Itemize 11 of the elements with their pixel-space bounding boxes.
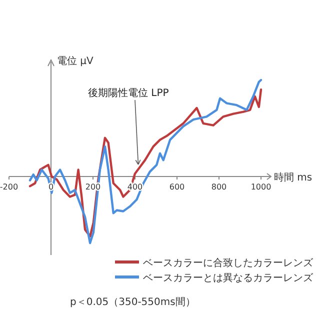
- legend-label: ベースカラーに合致したカラーレンズ: [143, 257, 314, 269]
- annotation: 後期陽性電位 LPP: [88, 87, 169, 99]
- x-tick-label: -200: [0, 182, 18, 192]
- x-tick-label: 600: [169, 182, 185, 192]
- y-axis-title: 電位 μV: [57, 55, 94, 67]
- text: p＜0.05（350-550ms間）: [70, 297, 196, 308]
- x-tick-label: 1000: [250, 182, 272, 192]
- x-axis-title: 時間 ms: [274, 172, 312, 184]
- x-tick-label: 0: [48, 182, 54, 192]
- x-tick-label: 800: [211, 182, 227, 192]
- legend-label: ベースカラーとは異なるカラーレンズ: [143, 272, 314, 284]
